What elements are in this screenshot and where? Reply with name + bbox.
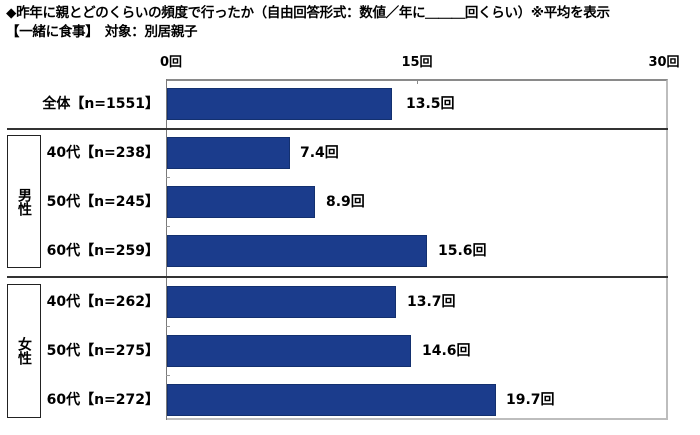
value-label: 13.7回 (407, 294, 456, 310)
category-label: 50代【n=245】 (46, 194, 159, 210)
row-tick (166, 177, 170, 178)
category-label: 40代【n=262】 (46, 294, 159, 310)
bar (167, 235, 427, 267)
bar (167, 137, 290, 169)
row-tick (166, 326, 170, 327)
value-label: 14.6回 (422, 343, 471, 359)
category-label: 50代【n=275】 (46, 343, 159, 359)
category-label: 40代【n=238】 (46, 145, 159, 161)
group-box-male: 男性 (7, 135, 41, 268)
bar (167, 286, 396, 318)
chart-subtitle: 【一緒に食事】 対象：別居親子 (6, 24, 198, 40)
bar (167, 186, 315, 218)
value-label: 7.4回 (300, 145, 339, 161)
chart-title: ◆昨年に親とどのくらいの頻度で行ったか（自由回答形式：数値／年に＿＿＿回くらい）… (6, 5, 610, 21)
axis-tick-30: 30回 (648, 55, 680, 70)
separator-line (7, 128, 668, 130)
value-label: 8.9回 (326, 194, 365, 210)
axis-tick-15: 15回 (401, 55, 433, 70)
category-label: 全体【n=1551】 (42, 96, 159, 112)
value-label: 15.6回 (438, 243, 487, 259)
value-label: 19.7回 (506, 392, 555, 408)
group-label-female: 女性 (16, 337, 32, 365)
row-tick (166, 226, 170, 227)
y-axis-line (166, 79, 167, 420)
bar (167, 384, 496, 416)
row-tick (166, 375, 170, 376)
group-label-male: 男性 (16, 187, 32, 216)
value-label: 13.5回 (406, 96, 455, 112)
bar (167, 335, 411, 367)
category-label: 60代【n=259】 (46, 243, 159, 259)
axis-tick-0: 0回 (159, 55, 183, 70)
separator-line (7, 276, 668, 278)
group-box-female: 女性 (7, 284, 41, 418)
category-label: 60代【n=272】 (46, 392, 159, 408)
bar (167, 88, 392, 120)
axis-mid-tick (417, 79, 418, 84)
